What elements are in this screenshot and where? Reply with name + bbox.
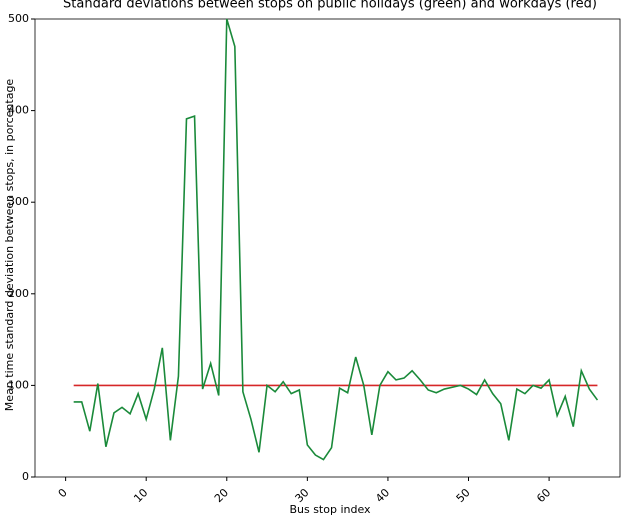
x-tick-label: 20	[212, 486, 231, 505]
data-line	[73, 18, 599, 461]
plot-frame	[34, 18, 621, 478]
y-tick-label: 0	[22, 470, 29, 483]
x-tick-label: 10	[131, 486, 150, 505]
x-tick-label: 40	[373, 486, 392, 505]
x-tick-label: 50	[454, 486, 473, 505]
y-tick-label: 300	[8, 195, 29, 208]
x-axis-label: Bus stop index	[289, 503, 371, 516]
x-tick-label: 0	[56, 486, 70, 500]
chart-title: Standard deviations between stops on pub…	[63, 0, 597, 12]
y-tick-label: 500	[8, 12, 29, 25]
y-axis-label: Mean time standard deviation between sto…	[3, 79, 16, 412]
y-tick-label: 200	[8, 287, 29, 300]
y-tick-label: 100	[8, 378, 29, 391]
y-tick-label: 400	[8, 104, 29, 117]
x-tick-label: 60	[534, 486, 553, 505]
